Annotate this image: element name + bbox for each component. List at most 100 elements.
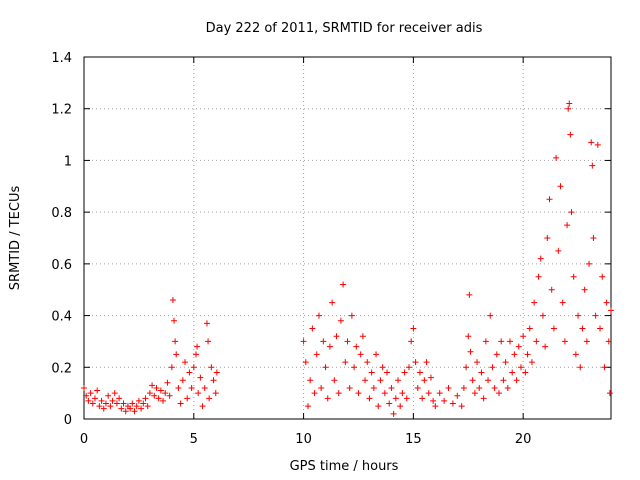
data-point bbox=[313, 351, 320, 358]
x-tick-label: 15 bbox=[405, 432, 422, 447]
data-point bbox=[83, 392, 90, 399]
data-point bbox=[311, 390, 318, 397]
data-point bbox=[478, 369, 485, 376]
x-tick-label: 0 bbox=[80, 432, 88, 447]
data-point bbox=[162, 390, 169, 397]
data-point bbox=[318, 384, 325, 391]
data-point bbox=[89, 400, 96, 407]
data-point bbox=[188, 384, 195, 391]
data-point bbox=[606, 390, 613, 397]
data-point bbox=[100, 405, 107, 412]
data-point bbox=[485, 377, 492, 384]
data-point bbox=[122, 408, 129, 415]
data-point bbox=[171, 317, 178, 324]
data-point bbox=[419, 395, 426, 402]
data-point bbox=[344, 338, 351, 345]
data-point bbox=[427, 374, 434, 381]
grid bbox=[84, 57, 611, 419]
data-point bbox=[359, 333, 366, 340]
data-point bbox=[175, 384, 182, 391]
data-point bbox=[362, 377, 369, 384]
data-point bbox=[557, 183, 564, 190]
data-point bbox=[441, 397, 448, 404]
data-point bbox=[550, 325, 557, 332]
data-point bbox=[129, 400, 136, 407]
data-point bbox=[324, 395, 331, 402]
data-point bbox=[425, 390, 432, 397]
data-point bbox=[531, 299, 538, 306]
data-point bbox=[210, 377, 217, 384]
y-tick-label: 0.4 bbox=[51, 310, 72, 325]
data-point bbox=[533, 338, 540, 345]
data-point bbox=[142, 395, 149, 402]
data-point bbox=[465, 333, 472, 340]
data-point bbox=[564, 222, 571, 229]
data-point bbox=[515, 343, 522, 350]
data-point bbox=[553, 154, 560, 161]
data-point bbox=[315, 312, 322, 319]
data-point bbox=[379, 364, 386, 371]
data-point bbox=[392, 395, 399, 402]
data-point bbox=[366, 395, 373, 402]
data-point bbox=[135, 397, 142, 404]
data-point bbox=[195, 390, 202, 397]
data-point bbox=[586, 260, 593, 267]
data-point bbox=[329, 299, 336, 306]
y-tick-label: 1 bbox=[64, 154, 72, 169]
data-point bbox=[566, 100, 573, 107]
data-point bbox=[155, 395, 162, 402]
x-tick-label: 20 bbox=[515, 432, 532, 447]
data-point bbox=[577, 364, 584, 371]
data-point bbox=[482, 338, 489, 345]
data-point bbox=[504, 384, 511, 391]
data-point bbox=[454, 392, 461, 399]
data-point bbox=[333, 333, 340, 340]
data-point bbox=[592, 312, 599, 319]
data-point bbox=[544, 235, 551, 241]
data-point bbox=[403, 395, 410, 402]
data-point bbox=[212, 390, 219, 397]
data-point bbox=[368, 369, 375, 376]
data-point bbox=[351, 364, 358, 371]
data-point bbox=[583, 338, 590, 345]
data-point bbox=[194, 343, 201, 350]
data-point bbox=[397, 403, 404, 410]
data-point bbox=[502, 359, 509, 366]
data-point bbox=[116, 395, 123, 402]
data-point bbox=[373, 351, 380, 358]
data-point bbox=[127, 405, 134, 412]
data-point bbox=[120, 400, 127, 407]
data-point bbox=[355, 390, 362, 397]
data-point bbox=[526, 325, 533, 332]
data-point bbox=[597, 325, 604, 332]
data-point bbox=[432, 403, 439, 410]
data-point bbox=[186, 369, 193, 376]
data-point bbox=[608, 307, 614, 314]
data-point bbox=[357, 351, 364, 358]
data-point bbox=[489, 364, 496, 371]
data-point bbox=[131, 408, 138, 415]
data-point bbox=[307, 377, 314, 384]
y-tick-label: 0 bbox=[64, 413, 72, 428]
data-point bbox=[546, 196, 553, 203]
chart-title: Day 222 of 2011, SRMTID for receiver adi… bbox=[206, 21, 483, 36]
data-point bbox=[570, 273, 577, 280]
data-point bbox=[548, 286, 555, 293]
data-point bbox=[416, 369, 423, 376]
data-point bbox=[581, 286, 588, 293]
y-tick-label: 1.4 bbox=[51, 51, 72, 66]
data-point bbox=[506, 338, 513, 345]
data-point bbox=[151, 392, 158, 399]
data-point bbox=[408, 338, 415, 345]
data-point bbox=[326, 343, 333, 350]
data-point bbox=[199, 403, 206, 410]
data-point bbox=[169, 297, 176, 304]
data-point bbox=[140, 400, 147, 407]
data-point bbox=[410, 325, 417, 332]
data-point bbox=[511, 351, 518, 358]
data-point bbox=[588, 139, 595, 146]
data-point bbox=[105, 392, 112, 399]
data-point bbox=[476, 384, 483, 391]
data-point bbox=[98, 397, 105, 404]
